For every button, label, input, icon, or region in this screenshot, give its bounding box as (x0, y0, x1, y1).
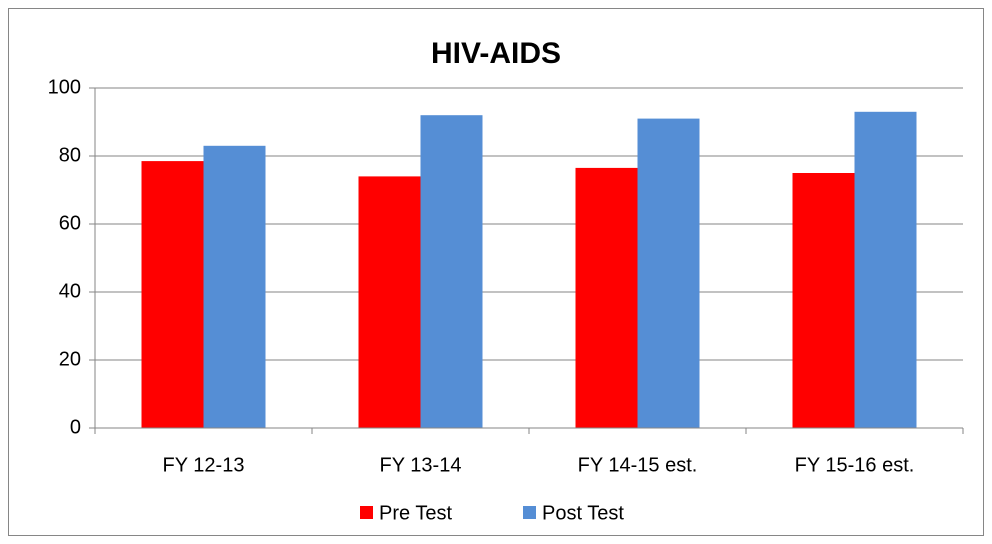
bar (792, 173, 855, 428)
bar (854, 111, 917, 429)
bar (203, 145, 266, 429)
y-tick-label: 100 (48, 76, 81, 98)
y-tick-label: 0 (70, 416, 81, 438)
y-tick-label: 80 (59, 144, 81, 166)
x-tick-label: FY 12-13 (163, 454, 245, 476)
legend-swatch (360, 506, 373, 519)
legend-label: Post Test (542, 502, 624, 524)
chart-title: HIV-AIDS (431, 37, 561, 70)
legend-label: Pre Test (379, 502, 452, 524)
bar (141, 161, 204, 428)
bar (575, 167, 638, 428)
bar (420, 115, 483, 428)
bar (637, 118, 700, 428)
bar (358, 176, 421, 428)
y-tick-label: 20 (59, 348, 81, 370)
x-tick-label: FY 14-15 est. (578, 454, 698, 476)
legend-swatch (523, 506, 536, 519)
y-tick-label: 40 (59, 280, 81, 302)
x-tick-label: FY 13-14 (380, 454, 462, 476)
y-tick-label: 60 (59, 212, 81, 234)
x-tick-label: FY 15-16 est. (795, 454, 915, 476)
